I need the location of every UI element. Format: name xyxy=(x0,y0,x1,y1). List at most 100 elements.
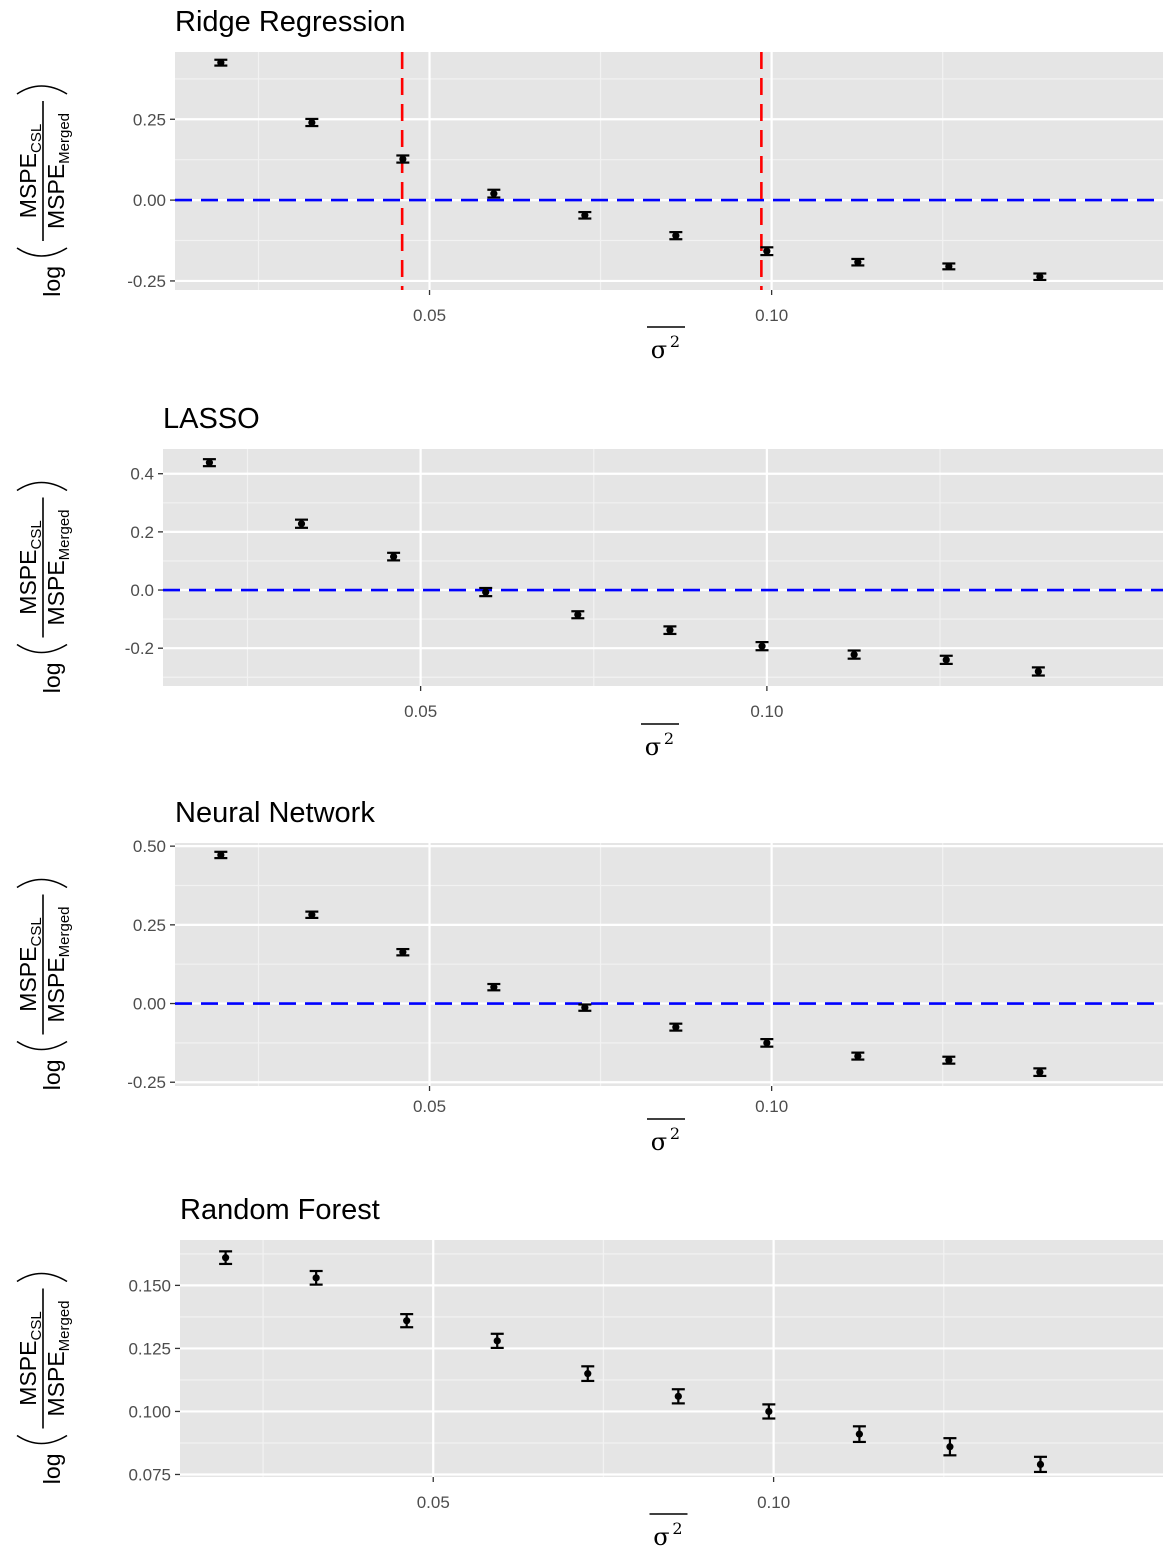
y-axis-label-left-paren xyxy=(16,1434,68,1445)
data-point xyxy=(855,1430,863,1438)
data-point xyxy=(1036,1068,1044,1076)
y-axis-label-denominator: MSPEMerged xyxy=(43,113,73,229)
data-point xyxy=(574,611,582,619)
chart-panel-random-forest: 0.05 0.10 0.075 0.100 0.125 0.150 Random Fores… xyxy=(15,1194,1163,1551)
y-axis-label-right-paren xyxy=(16,1272,68,1283)
data-point-group xyxy=(755,640,769,652)
data-point-group xyxy=(490,1332,504,1350)
data-point-group xyxy=(479,586,493,598)
y-axis-label-left-paren xyxy=(16,247,68,257)
data-point-group xyxy=(1033,1067,1047,1078)
x-axis-label-exponent: 2 xyxy=(670,1124,680,1143)
data-point xyxy=(490,983,498,991)
data-point-group xyxy=(852,1425,866,1444)
y-tick-label: 0.150 xyxy=(128,1276,171,1295)
data-point xyxy=(854,258,862,266)
y-tick-label: 0.50 xyxy=(133,837,166,856)
data-point xyxy=(308,911,316,919)
chart-title: LASSO xyxy=(163,403,260,435)
data-point xyxy=(1034,667,1042,676)
data-point xyxy=(946,1443,954,1451)
major-grid xyxy=(180,1240,1163,1477)
data-point xyxy=(942,656,950,664)
minor-grid xyxy=(163,449,1163,686)
data-point-group xyxy=(939,654,953,665)
plot-background xyxy=(163,449,1163,686)
minor-grid xyxy=(175,52,1163,290)
data-point-group xyxy=(396,154,410,164)
data-point-group xyxy=(396,947,410,957)
data-point-group xyxy=(309,1269,323,1286)
data-point-group xyxy=(942,262,956,271)
y-axis-label-numerator: MSPECSL xyxy=(15,124,45,218)
data-point xyxy=(763,1039,771,1047)
y-tick-label: 0.4 xyxy=(130,465,154,484)
data-point-group xyxy=(295,518,309,529)
data-point-group xyxy=(581,1365,595,1383)
data-point-group xyxy=(851,257,865,267)
data-point xyxy=(297,520,306,528)
data-point-group xyxy=(760,1037,774,1048)
x-tick-label: 0.10 xyxy=(755,1097,788,1116)
x-tick-label: 0.05 xyxy=(413,306,446,325)
minor-grid xyxy=(175,843,1163,1086)
data-point xyxy=(765,1407,773,1416)
data-point xyxy=(763,247,771,255)
y-axis-label-numerator: MSPECSL xyxy=(15,520,45,614)
data-point-group xyxy=(305,910,319,920)
y-axis-label-numerator: MSPECSL xyxy=(15,1311,45,1405)
chart-panel-neural-network: 0.05 0.10 -0.25 0.00 0.25 0.50 Neural Network σ… xyxy=(15,797,1163,1156)
plot-background xyxy=(180,1240,1163,1477)
chart-title: Neural Network xyxy=(175,797,375,829)
data-point-group xyxy=(387,551,401,562)
data-point xyxy=(217,59,225,67)
y-axis-label-denominator: MSPEMerged xyxy=(43,906,73,1022)
chart-panel-ridge: 0.05 0.10 -0.25 0.00 0.25 Ridge Regression σ 2 l… xyxy=(15,6,1163,364)
data-point-group xyxy=(578,210,592,220)
y-tick-label: 0.2 xyxy=(130,523,154,542)
data-point-group xyxy=(219,1250,233,1266)
y-tick-label: 0.25 xyxy=(133,110,166,129)
data-point-group xyxy=(669,1022,683,1032)
data-point-group xyxy=(671,1388,685,1405)
data-point xyxy=(581,211,589,219)
chart-panel-lasso: 0.05 0.10 -0.2 0.0 0.2 0.4 LASSO σ 2 log MSPECSLMS… xyxy=(15,403,1163,761)
y-axis-label-log: log xyxy=(39,1060,65,1091)
x-tick-label: 0.10 xyxy=(750,702,783,721)
data-point-group xyxy=(214,850,228,860)
data-point-group xyxy=(762,1403,776,1420)
data-point-group xyxy=(1031,666,1045,677)
x-axis-label-symbol: σ xyxy=(653,1523,669,1551)
data-point-group xyxy=(571,610,585,620)
data-point xyxy=(403,1317,411,1325)
data-point-group xyxy=(400,1313,414,1329)
y-tick-label: 0.100 xyxy=(128,1402,171,1421)
x-axis-label-exponent: 2 xyxy=(664,729,674,748)
data-point xyxy=(666,626,674,634)
y-tick-label: 0.25 xyxy=(133,916,166,935)
data-point xyxy=(493,1337,501,1345)
data-point xyxy=(1036,273,1044,281)
y-axis-label-log: log xyxy=(39,663,65,694)
x-tick-label: 0.05 xyxy=(417,1493,450,1512)
data-point-group xyxy=(202,458,216,468)
y-tick-label: 0.125 xyxy=(128,1339,171,1358)
y-tick-label: -0.25 xyxy=(127,1073,166,1092)
data-point xyxy=(758,642,766,650)
x-axis-label-symbol: σ xyxy=(651,1128,667,1156)
plot-background xyxy=(175,52,1163,290)
data-point-group xyxy=(669,231,683,241)
x-axis-label-exponent: 2 xyxy=(672,1519,682,1538)
y-axis-label-denominator: MSPEMerged xyxy=(43,509,73,625)
data-point-group xyxy=(851,1051,865,1061)
data-point-group xyxy=(578,1003,592,1012)
minor-grid xyxy=(180,1240,1163,1477)
